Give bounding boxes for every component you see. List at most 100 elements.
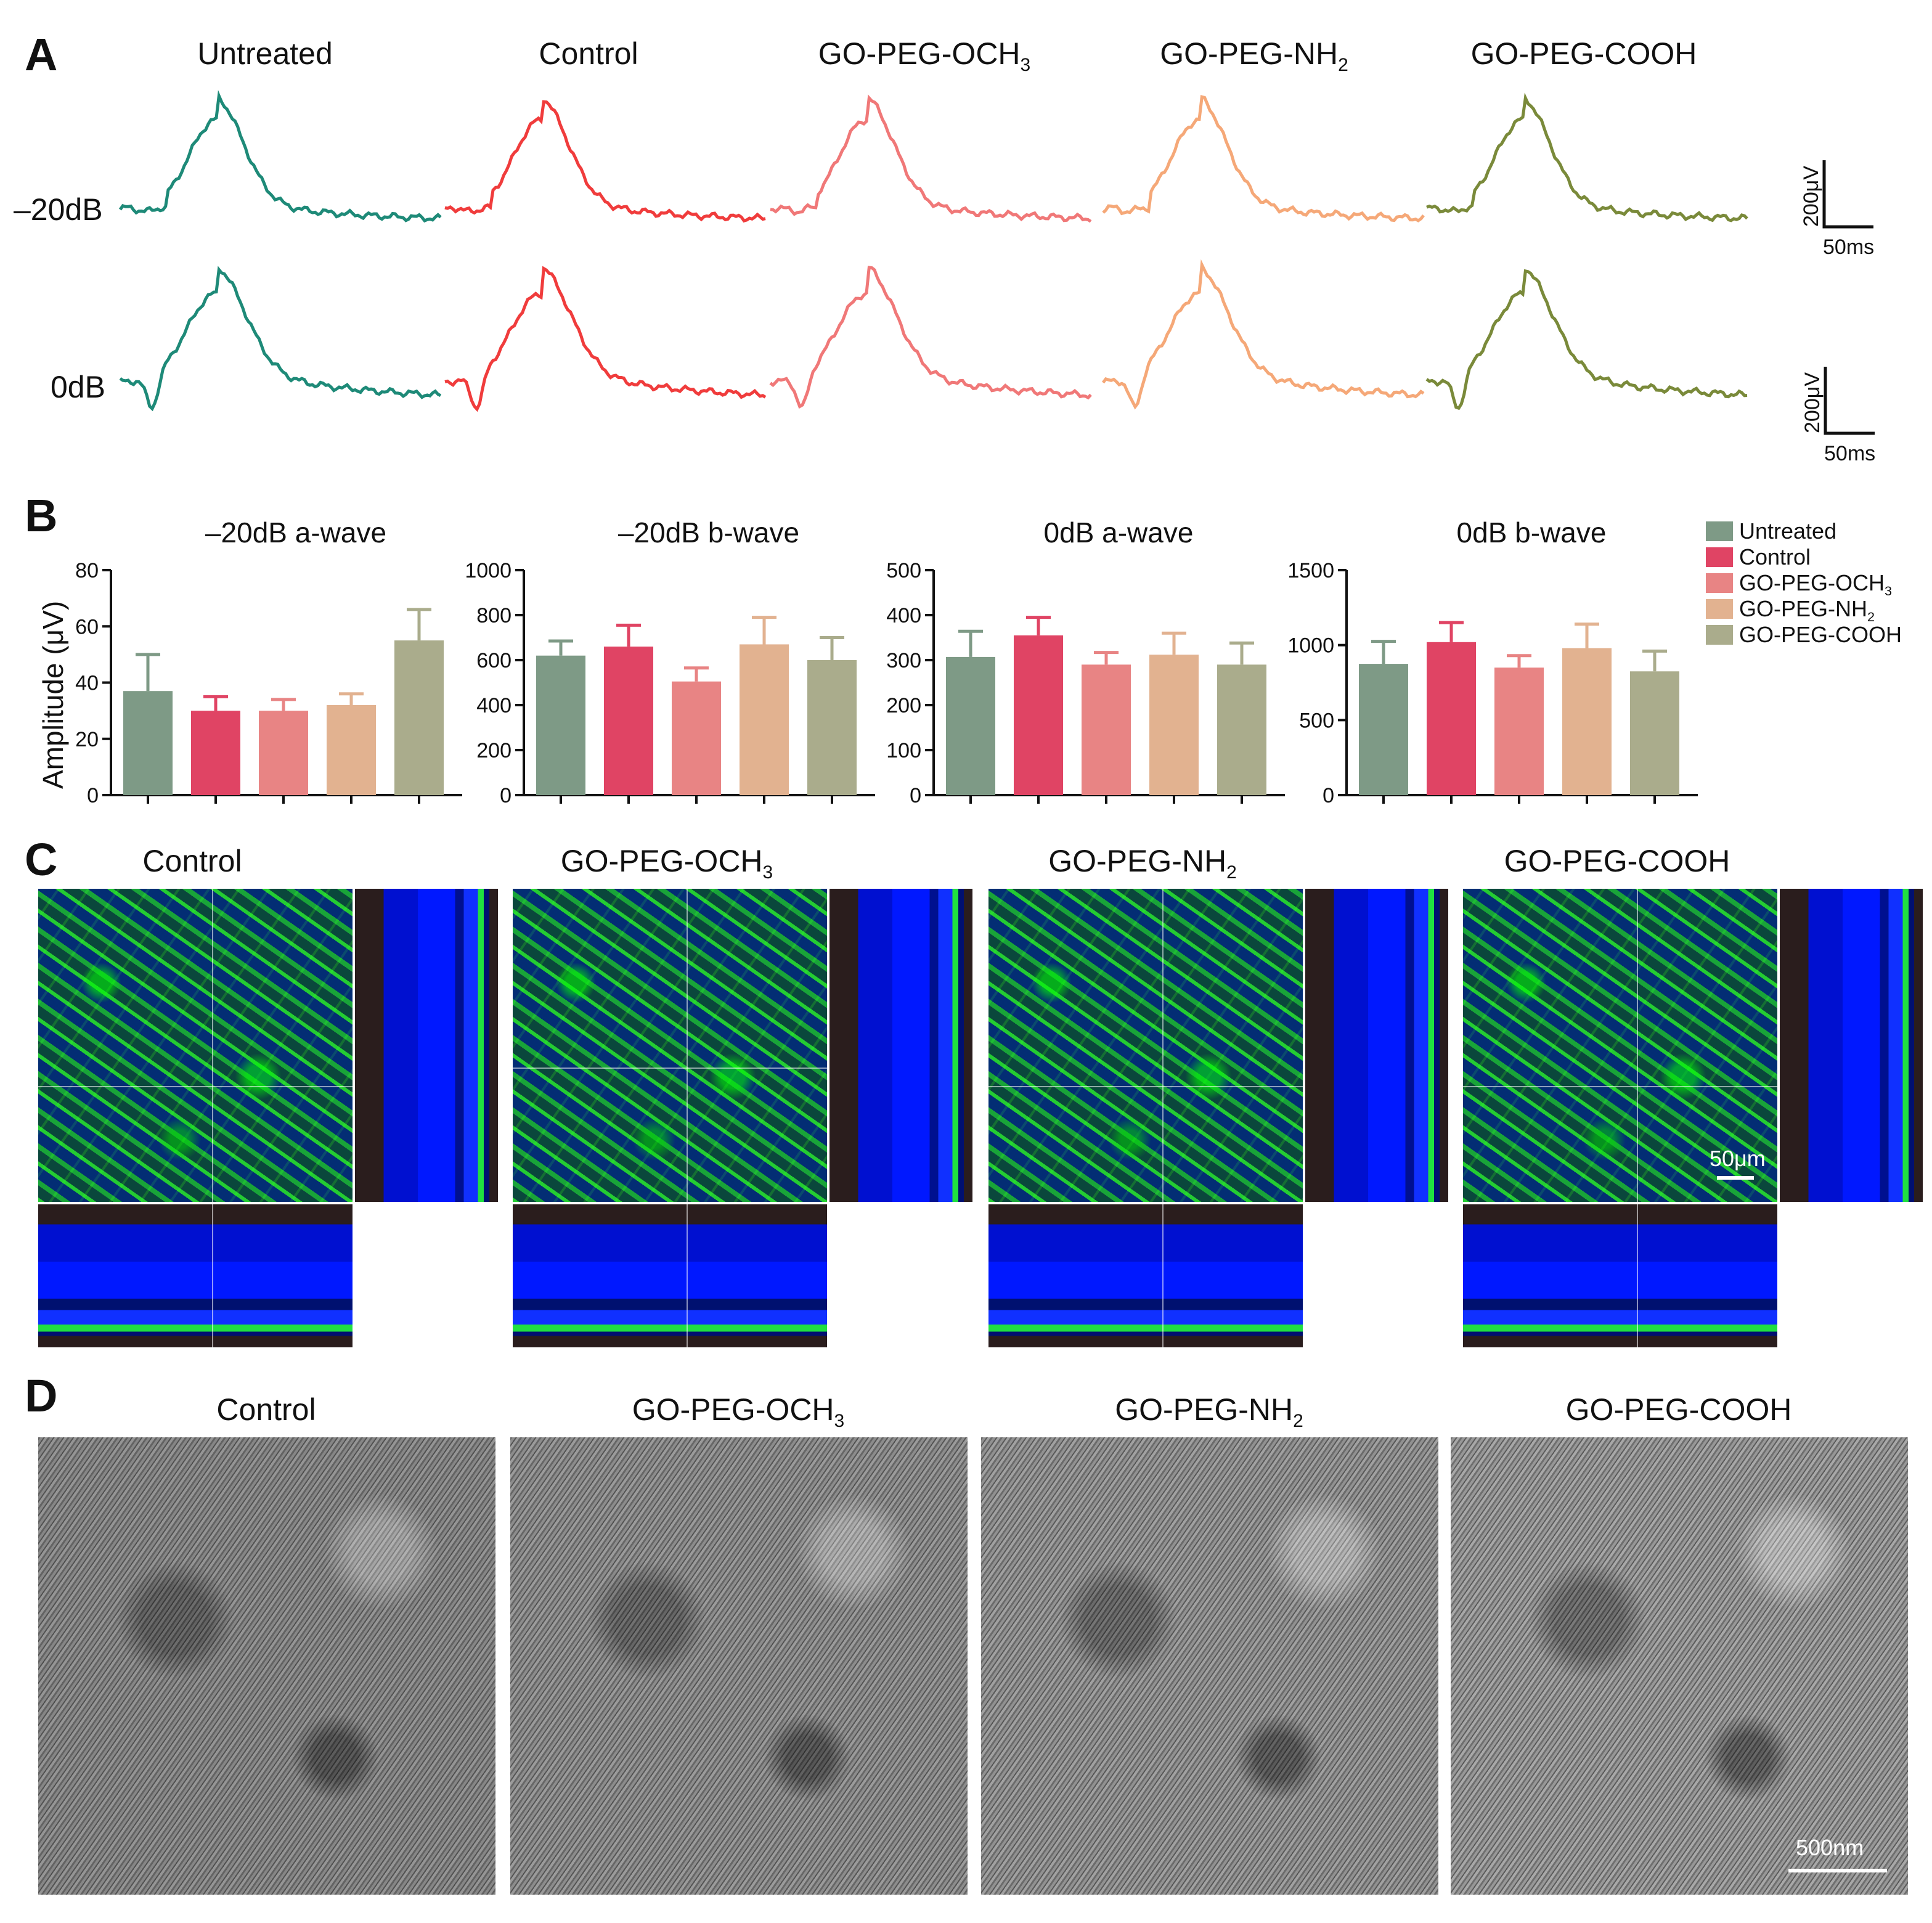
legend-label-base-3: GO-PEG-NH bbox=[1739, 596, 1868, 621]
crosshair-v-1 bbox=[687, 889, 688, 1202]
bar-1-2 bbox=[672, 681, 721, 795]
erg-trace-0-row1 bbox=[119, 266, 442, 412]
crosshair-h-1 bbox=[513, 1068, 827, 1069]
tem-title-1: GO-PEG-OCH3 bbox=[553, 1392, 923, 1431]
panel-letter-b: B bbox=[25, 490, 58, 541]
y-tick-label-2-1: 100 bbox=[886, 739, 921, 762]
confocal-yz-3 bbox=[1780, 889, 1923, 1202]
erg-title-3: GO-PEG-NH2 bbox=[1082, 38, 1427, 75]
legend-label-0: Untreated bbox=[1739, 520, 1836, 542]
bar-2-1 bbox=[1014, 635, 1063, 795]
erg-title-4: GO-PEG-COOH bbox=[1411, 38, 1756, 69]
y-tick-label-3-2: 1000 bbox=[1287, 634, 1334, 658]
bar-0-2 bbox=[259, 711, 308, 795]
confocal-xz-2 bbox=[988, 1204, 1303, 1347]
bar-0-0 bbox=[123, 691, 173, 795]
legend-label-base-2: GO-PEG-OCH bbox=[1739, 570, 1885, 595]
erg-trace-1-row0 bbox=[444, 100, 766, 223]
y-tick-label-2-5: 500 bbox=[886, 559, 921, 582]
y-tick-label-0-3: 60 bbox=[75, 615, 99, 639]
bar-0-3 bbox=[327, 705, 376, 795]
erg-title-2-subscript: 3 bbox=[1020, 55, 1031, 75]
legend-label-sub-2: 3 bbox=[1885, 583, 1893, 599]
y-tick-label-0-4: 80 bbox=[75, 559, 99, 582]
erg-title-0: Untreated bbox=[92, 38, 438, 69]
confocal-yz-2 bbox=[1305, 889, 1448, 1202]
confocal-title-0-base: Control bbox=[142, 844, 242, 878]
erg-trace-2-row0 bbox=[770, 94, 1092, 223]
tem-title-2-base: GO-PEG-NH bbox=[1115, 1392, 1294, 1427]
erg-title-1-base: Control bbox=[539, 36, 638, 71]
confocal-title-3-base: GO-PEG-COOH bbox=[1504, 844, 1730, 878]
erg-title-4-base: GO-PEG-COOH bbox=[1470, 36, 1697, 71]
bar-2-4 bbox=[1217, 664, 1266, 795]
y-tick-label-2-2: 200 bbox=[886, 694, 921, 717]
confocal-yz-0 bbox=[355, 889, 498, 1202]
bar-3-4 bbox=[1630, 671, 1679, 795]
legend-swatch-0 bbox=[1706, 521, 1733, 541]
chart-title-0: –20dB a-wave bbox=[205, 516, 386, 549]
crosshair-xz-2 bbox=[1162, 1204, 1164, 1347]
confocal-title-1-subscript: 3 bbox=[762, 862, 773, 883]
erg-title-2-base: GO-PEG-OCH bbox=[818, 36, 1021, 71]
legend-swatch-1 bbox=[1706, 547, 1733, 567]
crosshair-v-2 bbox=[1162, 889, 1164, 1202]
y-tick-label-3-3: 1500 bbox=[1287, 559, 1334, 582]
bar-1-0 bbox=[536, 655, 585, 795]
tem-title-0: Control bbox=[81, 1394, 451, 1425]
confocal-title-1-base: GO-PEG-OCH bbox=[560, 844, 763, 878]
erg-trace-3-row1 bbox=[1101, 259, 1425, 410]
confocal-xz-1 bbox=[513, 1204, 827, 1347]
legend-label-base-1: Control bbox=[1739, 544, 1811, 570]
confocal-xz-3 bbox=[1463, 1204, 1777, 1347]
scale-bar-row1: 200μV 50ms bbox=[1800, 160, 1874, 259]
tem-scale-label: 500nm bbox=[1796, 1835, 1864, 1860]
y-tick-label-1-3: 600 bbox=[476, 649, 512, 672]
tem-title-2-subscript: 2 bbox=[1293, 1411, 1303, 1431]
crosshair-v-3 bbox=[1637, 889, 1638, 1202]
y-tick-label-1-2: 400 bbox=[476, 694, 512, 717]
legend-label-base-4: GO-PEG-COOH bbox=[1739, 622, 1902, 647]
bar-3-2 bbox=[1494, 668, 1544, 795]
crosshair-h-2 bbox=[988, 1086, 1303, 1087]
scale-y-label-row1: 200μV bbox=[1800, 166, 1823, 227]
confocal-title-3: GO-PEG-COOH bbox=[1432, 846, 1802, 876]
legend-label-2: GO-PEG-OCH3 bbox=[1739, 570, 1892, 598]
erg-title-1: Control bbox=[416, 38, 761, 69]
confocal-yz-1 bbox=[829, 889, 972, 1202]
bar-2-0 bbox=[946, 656, 995, 795]
scale-x-label-row1: 50ms bbox=[1823, 235, 1874, 259]
erg-title-0-base: Untreated bbox=[197, 36, 333, 71]
confocal-title-2-base: GO-PEG-NH bbox=[1048, 844, 1227, 878]
erg-trace-2-row1 bbox=[769, 266, 1092, 409]
erg-title-3-subscript: 2 bbox=[1338, 55, 1348, 75]
y-tick-label-1-1: 200 bbox=[476, 739, 512, 762]
y-tick-label-2-0: 0 bbox=[910, 784, 921, 807]
y-tick-label-2-4: 400 bbox=[886, 604, 921, 627]
crosshair-xz-1 bbox=[687, 1204, 688, 1347]
confocal-scale-bar bbox=[1717, 1176, 1754, 1180]
erg-trace-0-row0 bbox=[118, 90, 442, 223]
tem-title-3-base: GO-PEG-COOH bbox=[1565, 1392, 1792, 1427]
confocal-xy-2 bbox=[988, 889, 1303, 1202]
panel-letter-a: A bbox=[25, 29, 58, 80]
tem-image-1 bbox=[510, 1437, 968, 1895]
amplitude-ylabel: Amplitude (μV) bbox=[37, 601, 69, 789]
tem-title-2: GO-PEG-NH2 bbox=[1024, 1392, 1394, 1431]
legend-label-base-0: Untreated bbox=[1739, 518, 1837, 544]
bar-3-1 bbox=[1427, 642, 1476, 795]
erg-trace-3-row0 bbox=[1102, 95, 1425, 223]
legend-label-sub-3: 2 bbox=[1867, 609, 1875, 625]
y-tick-label-3-1: 500 bbox=[1299, 709, 1334, 732]
legend-label-3: GO-PEG-NH2 bbox=[1739, 596, 1875, 624]
tem-title-1-base: GO-PEG-OCH bbox=[632, 1392, 834, 1427]
bar-1-1 bbox=[604, 647, 653, 795]
tem-title-0-base: Control bbox=[216, 1392, 316, 1427]
chart-title-3: 0dB b-wave bbox=[1457, 516, 1607, 549]
row-label-0db: 0dB bbox=[51, 370, 105, 404]
confocal-title-1: GO-PEG-OCH3 bbox=[482, 844, 852, 882]
confocal-title-2-subscript: 2 bbox=[1226, 862, 1237, 883]
legend-swatch-2 bbox=[1706, 573, 1733, 593]
bar-0-1 bbox=[191, 711, 240, 795]
scale-x-label-row2: 50ms bbox=[1824, 442, 1875, 465]
